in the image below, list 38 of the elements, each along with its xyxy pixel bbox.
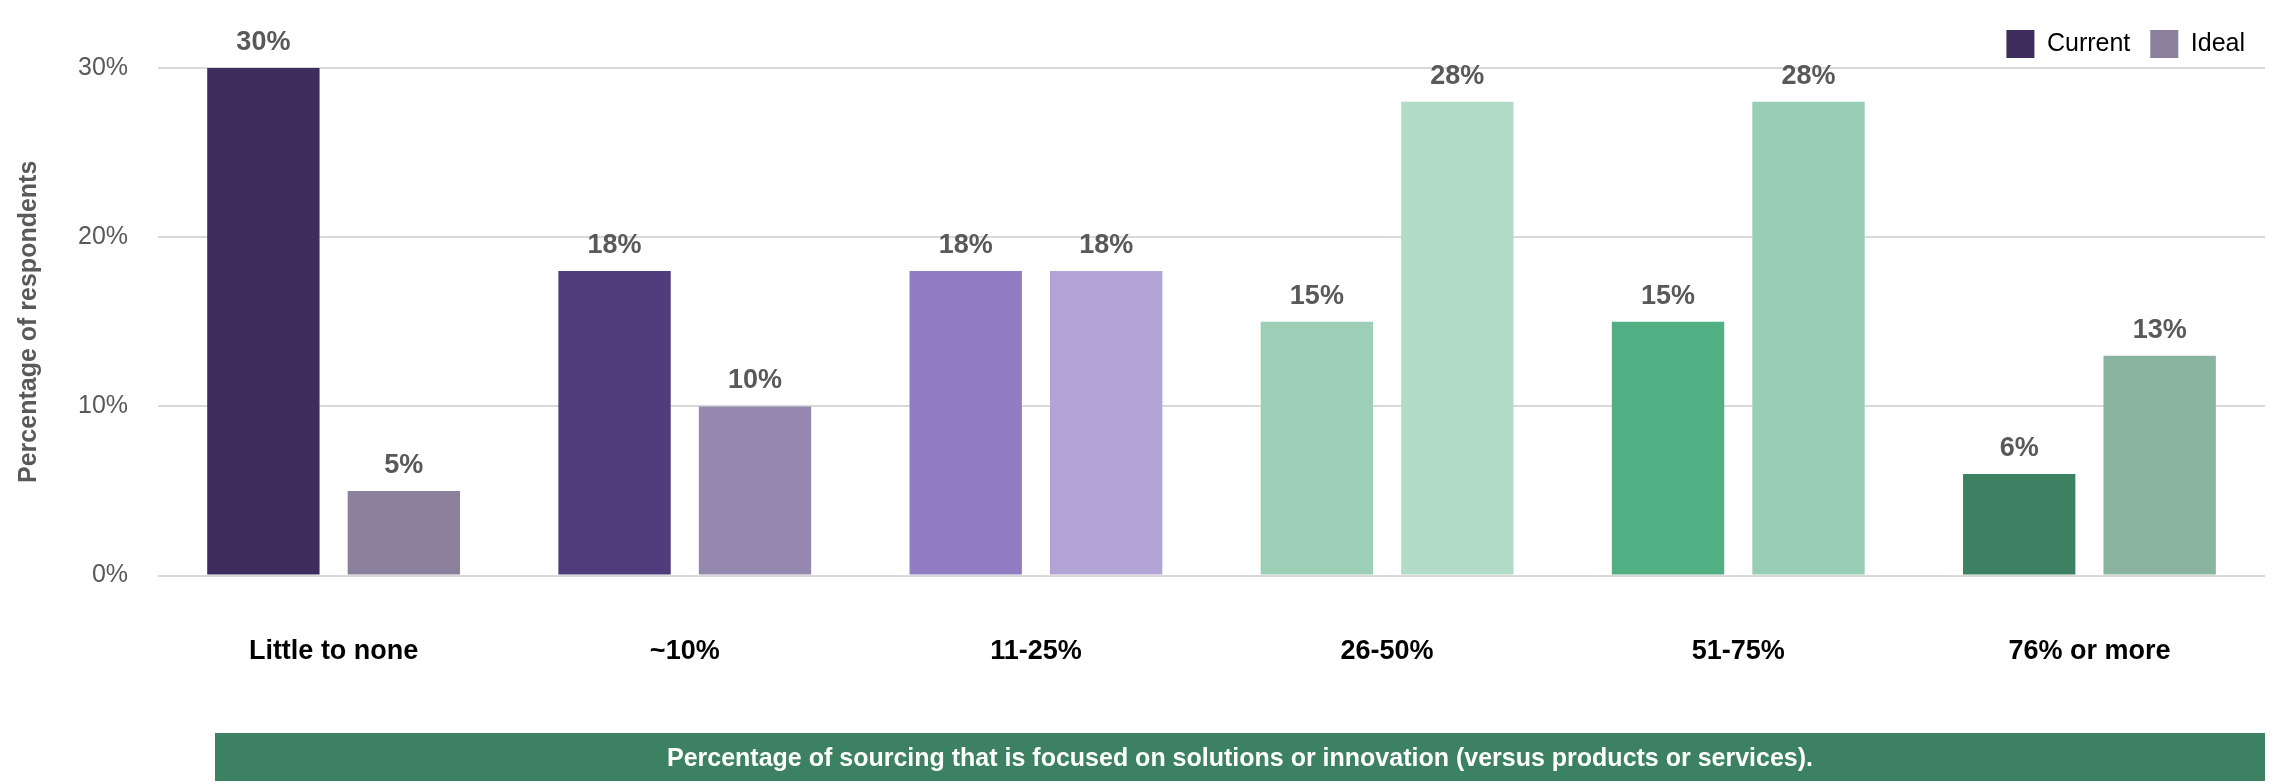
y-tick-label: 10% <box>77 390 129 419</box>
x-tick-label: ~10% <box>649 635 720 666</box>
data-label: 28% <box>1430 59 1485 90</box>
bar <box>909 271 1022 575</box>
bar <box>347 491 461 575</box>
x-tick-label: Little to none <box>248 635 419 666</box>
bar <box>207 68 320 575</box>
legend-label: Current <box>2046 27 2131 56</box>
bar <box>558 271 671 575</box>
bar <box>1752 101 1865 575</box>
bar <box>1963 474 2076 575</box>
x-axis-title: Percentage of sourcing that is focused on solutions or innovation (versus products or services). <box>215 733 2265 781</box>
y-tick-label: 0% <box>91 559 129 588</box>
y-axis-title: Percentage of respondents <box>12 160 41 483</box>
data-label: 18% <box>587 228 642 259</box>
data-label: 6% <box>1999 432 2039 463</box>
data-label: 18% <box>1079 228 1134 259</box>
data-label: 15% <box>1641 279 1696 310</box>
y-tick-label: 30% <box>77 51 129 80</box>
data-label: 18% <box>938 228 993 259</box>
bar <box>1049 271 1163 575</box>
x-tick-label: 76% or more <box>2008 635 2171 666</box>
x-tick-label: 51-75% <box>1691 635 1785 666</box>
bar <box>1611 321 1725 575</box>
data-label: 15% <box>1289 279 1344 310</box>
bar <box>2103 355 2216 575</box>
y-tick-label: 20% <box>77 221 129 250</box>
data-label: 5% <box>384 448 424 479</box>
data-label: 10% <box>727 364 783 395</box>
bar <box>698 406 812 575</box>
x-tick-label: 11-25% <box>990 635 1082 666</box>
bar <box>1260 321 1374 575</box>
legend-label: Ideal <box>2190 27 2246 56</box>
bar <box>1401 101 1514 575</box>
data-label: 28% <box>1781 59 1836 90</box>
x-tick-label: 26-50% <box>1340 635 1434 666</box>
data-label: 30% <box>236 25 291 56</box>
data-label: 13% <box>2132 313 2187 344</box>
